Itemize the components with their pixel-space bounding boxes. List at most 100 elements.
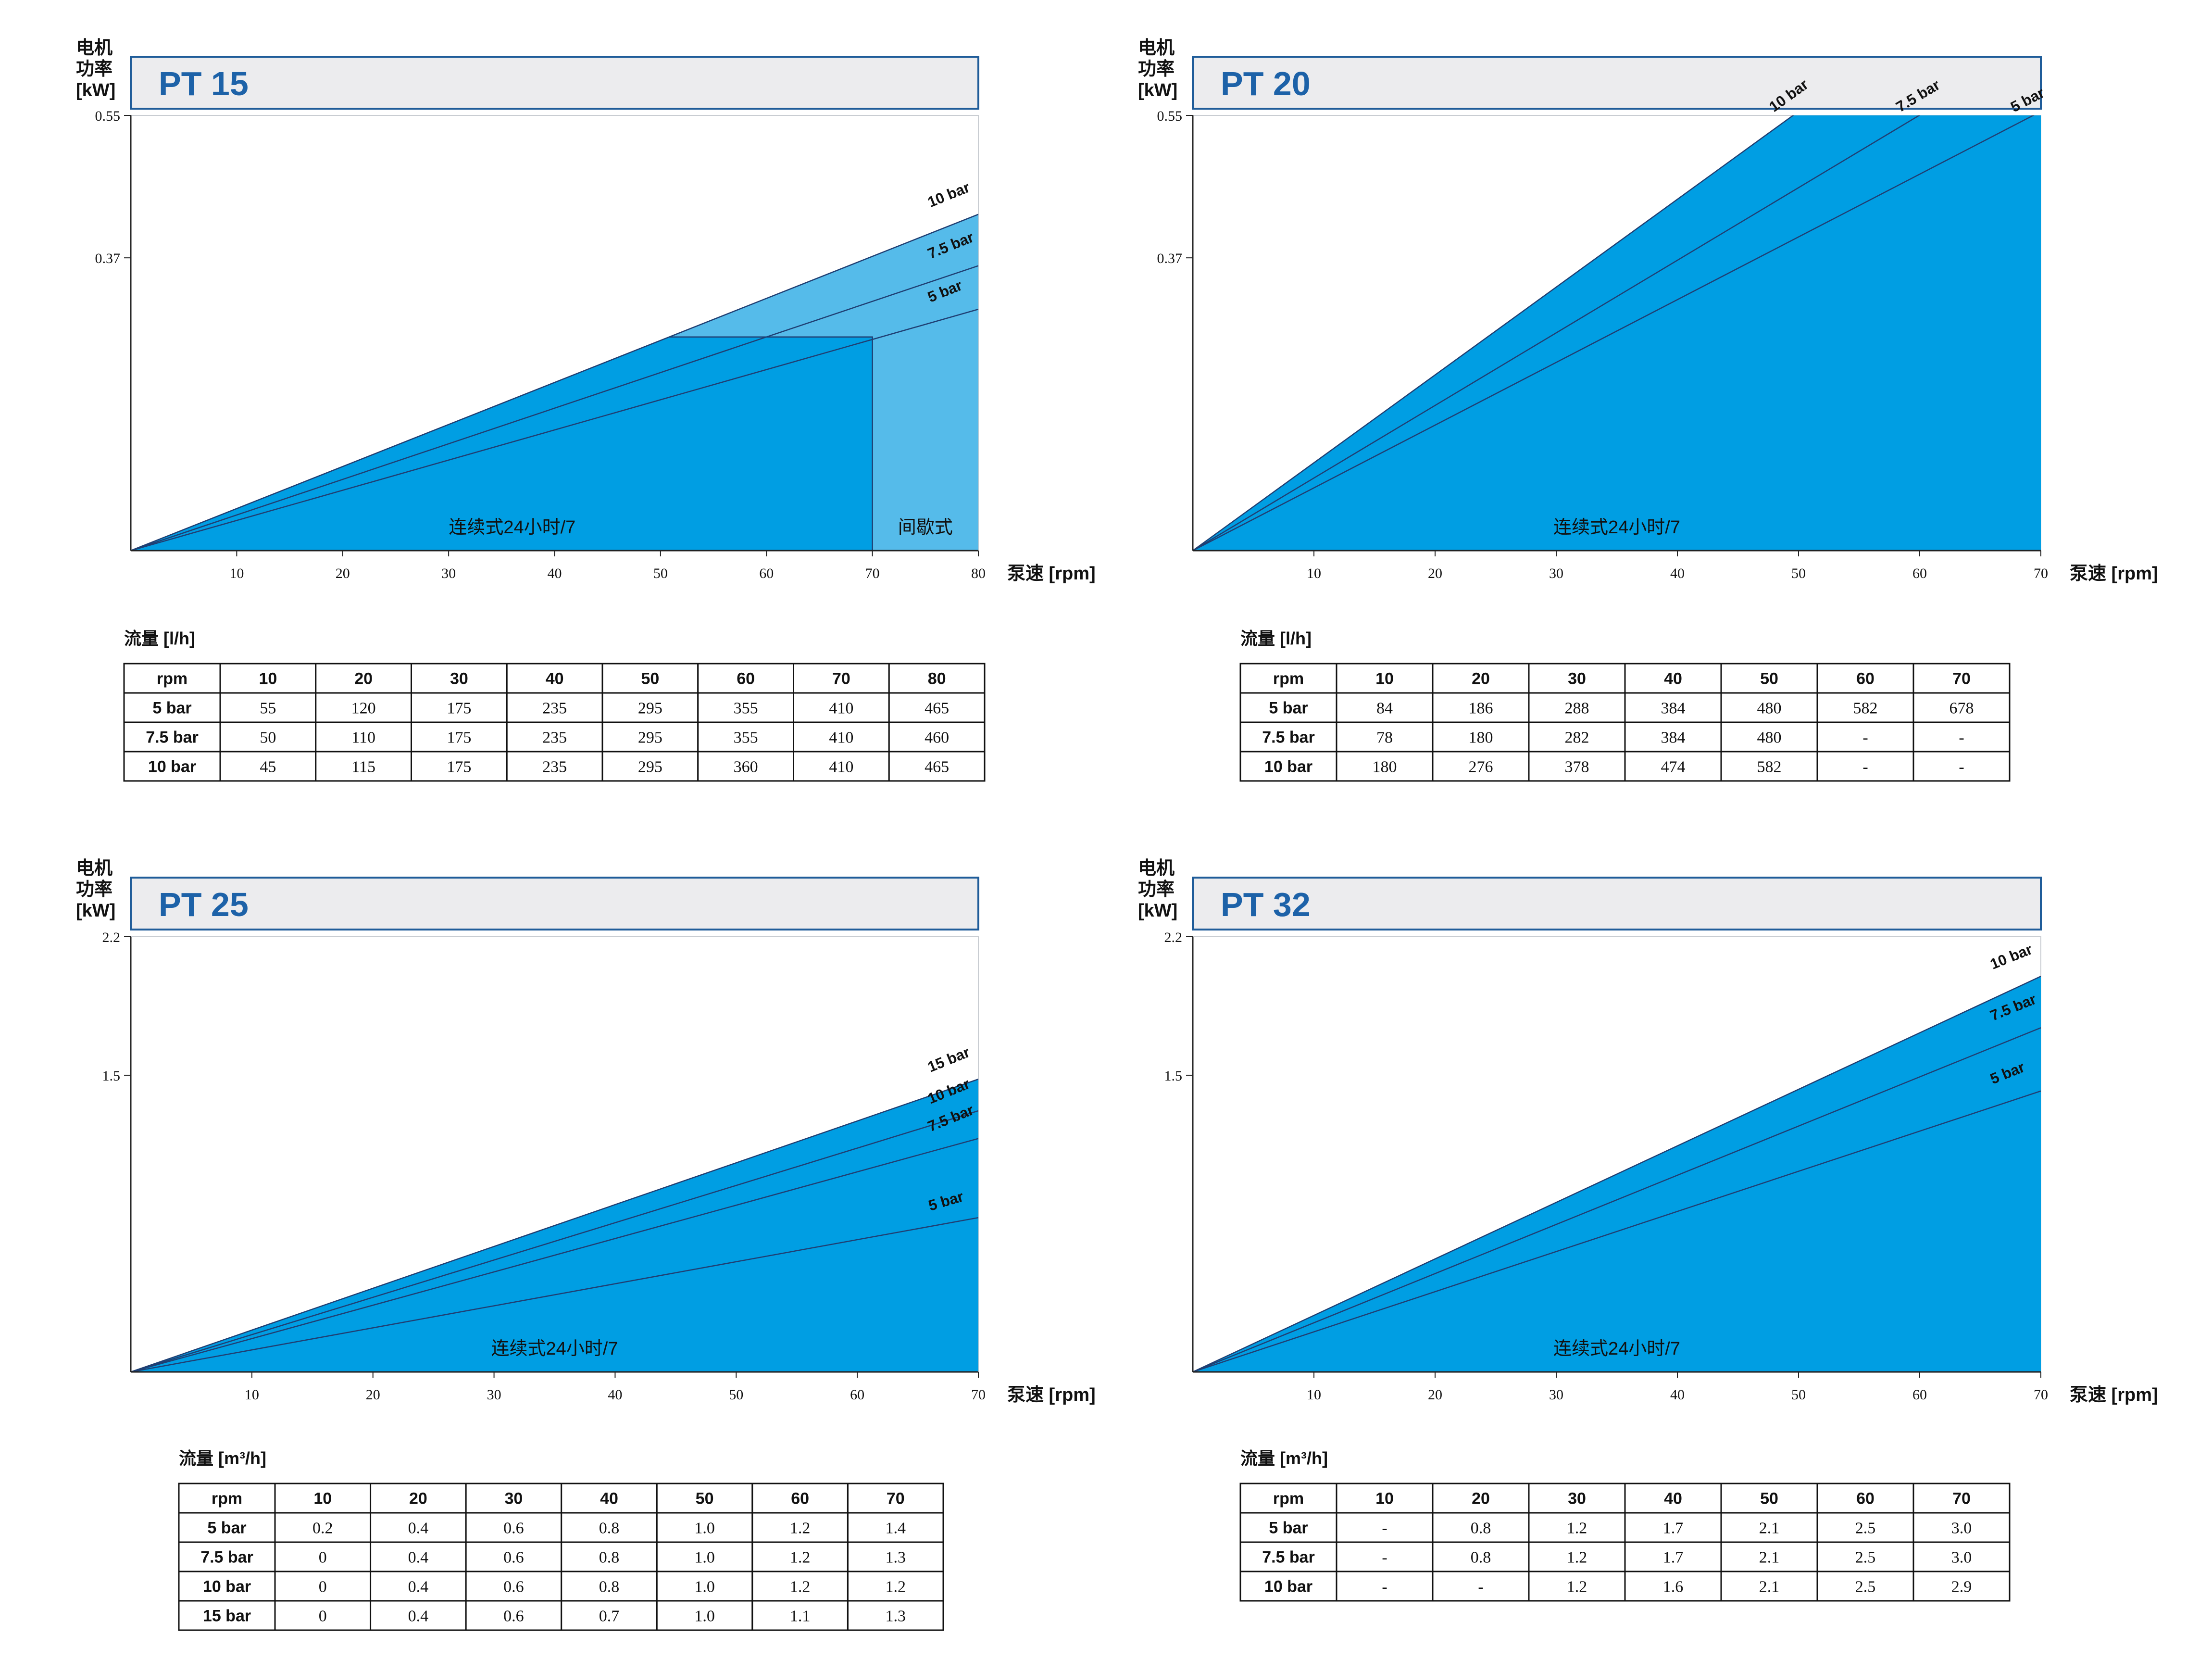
x-tick-label: 20 — [1428, 566, 1442, 581]
table-cell-border — [123, 663, 221, 694]
table-cell: 1.0 — [694, 1578, 715, 1596]
table-header-cell: 60 — [737, 670, 755, 688]
x-tick-label: 70 — [2034, 1387, 2048, 1403]
table-cell-border — [656, 1541, 753, 1572]
table-cell: 0.8 — [599, 1549, 620, 1567]
table-cell: 235 — [542, 758, 567, 776]
table-cell-border — [123, 692, 221, 723]
table-cell: 410 — [829, 729, 853, 747]
table-cell-border — [1720, 1541, 1818, 1572]
series-line-5-bar — [131, 1217, 978, 1372]
table-cell: 360 — [734, 758, 758, 776]
table-cell-border — [601, 751, 699, 782]
continuous-limit-line — [669, 336, 873, 551]
y-tick-label: 2.2 — [1164, 930, 1183, 945]
table-header-cell: 10 — [313, 1490, 332, 1508]
table-header-cell: 10 — [1375, 670, 1394, 688]
series-line-10-bar — [1193, 115, 1794, 551]
table-cell: 55 — [260, 700, 276, 717]
table-cell: - — [1959, 758, 1964, 776]
series-line-5-bar — [1193, 115, 2035, 551]
y-tick-label: 2.2 — [102, 930, 121, 945]
table-cell-border — [847, 1571, 944, 1602]
table-cell-border — [697, 692, 794, 723]
flow-table: rpm 10 20 30 40 50 60 70 5 bar - 0.8 1.2 1.7 2.1 2.5 3.… — [1239, 1483, 2011, 1602]
table-cell-border — [1816, 1483, 1914, 1514]
zone-label-continuous: 连续式24小时/7 — [491, 1339, 618, 1359]
table-cell-border — [274, 1541, 372, 1572]
chart-title-box — [130, 877, 979, 930]
table-cell-border — [370, 1600, 467, 1631]
chart-panel-3: PT 25 电机功率[kW] 15 bar 10 bar 7.5 bar 5 bar 1.5… — [76, 858, 1096, 1631]
plot-area — [1193, 976, 2041, 1372]
x-tick-label: 60 — [1912, 1387, 1927, 1403]
table-cell: 2.5 — [1855, 1520, 1876, 1537]
table-cell-border — [561, 1512, 658, 1543]
table-cell: 175 — [447, 758, 471, 776]
table-cell-border — [1720, 751, 1818, 782]
x-tick-label: 50 — [1791, 566, 1806, 581]
table-cell: 0 — [319, 1608, 327, 1625]
table-cell: 282 — [1565, 729, 1589, 747]
chart-title: PT 20 — [1221, 65, 1311, 102]
x-tick-label: 50 — [729, 1387, 743, 1403]
y-axis-label: 电机功率[kW] — [76, 38, 115, 101]
table-cell: 180 — [1469, 729, 1493, 747]
table-cell: 110 — [351, 729, 375, 747]
table-cell: 384 — [1661, 729, 1686, 747]
x-tick-label: 20 — [366, 1387, 380, 1403]
x-axis-label: 泵速 [rpm] — [2070, 564, 2158, 584]
table-header-cell: 80 — [928, 670, 946, 688]
table-header-cell: 20 — [1472, 1490, 1490, 1508]
table-cell: 7.5 bar — [146, 729, 199, 747]
y-tick-label: 1.5 — [102, 1068, 121, 1084]
table-cell-border — [411, 663, 508, 694]
table-cell: 582 — [1853, 700, 1878, 717]
chart-title: PT 15 — [159, 65, 249, 102]
table-cell: 1.3 — [885, 1549, 906, 1567]
table-cell: 10 bar — [1264, 1578, 1312, 1596]
table-cell: 15 bar — [203, 1607, 251, 1625]
table-cell: 384 — [1661, 700, 1686, 717]
x-tick-label: 30 — [1549, 1387, 1563, 1403]
flow-table: rpm 10 20 30 40 50 60 70 5 bar 0.2 0.4 0.6 0.8 1.0 1.2… — [178, 1483, 944, 1631]
table-cell-border — [1624, 1512, 1722, 1543]
table-cell: - — [1862, 729, 1868, 747]
table-cell-border — [1336, 692, 1434, 723]
table-cell: 5 bar — [207, 1519, 246, 1537]
table-cell-border — [274, 1512, 372, 1543]
table-header-cell: 20 — [409, 1490, 427, 1508]
table-cell-border — [506, 751, 603, 782]
table-cell: 84 — [1376, 700, 1393, 717]
x-tick-label: 60 — [850, 1387, 864, 1403]
table-cell-border — [561, 1600, 658, 1631]
table-cell-border — [274, 1571, 372, 1602]
table-cell-border — [697, 751, 794, 782]
table-cell: 7.5 bar — [1262, 1548, 1315, 1567]
table-cell: 2.5 — [1855, 1578, 1876, 1596]
table-cell: 7.5 bar — [1262, 729, 1315, 747]
x-tick-label: 40 — [548, 566, 562, 581]
chart-title: PT 32 — [1221, 886, 1311, 923]
flow-table: rpm 10 20 30 40 50 60 70 5 bar 84 186 288 384 480 582 6… — [1239, 663, 2011, 782]
y-axis-label: 电机功率[kW] — [76, 858, 115, 921]
table-cell: 175 — [447, 729, 471, 747]
x-tick-label: 40 — [1670, 566, 1685, 581]
x-tick-label: 20 — [336, 566, 350, 581]
y-axis-label: 电机功率[kW] — [1138, 38, 1177, 101]
table-cell: 180 — [1373, 758, 1397, 776]
table-cell: 295 — [638, 729, 662, 747]
plot-area — [1193, 115, 2041, 551]
series-line-5-bar — [131, 308, 978, 551]
table-cell: 120 — [351, 700, 376, 717]
table-cell: 0.8 — [599, 1578, 620, 1596]
table-cell-border — [123, 751, 221, 782]
x-tick-label: 70 — [971, 1387, 986, 1403]
zone-label-continuous: 连续式24小时/7 — [1553, 1339, 1680, 1359]
table-cell-border — [219, 663, 317, 694]
table-cell: 288 — [1565, 700, 1589, 717]
x-tick-label: 20 — [1428, 1387, 1442, 1403]
table-cell: 1.2 — [1567, 1520, 1587, 1537]
table-cell-border — [1816, 1541, 1914, 1572]
table-cell-border — [1239, 1541, 1337, 1572]
